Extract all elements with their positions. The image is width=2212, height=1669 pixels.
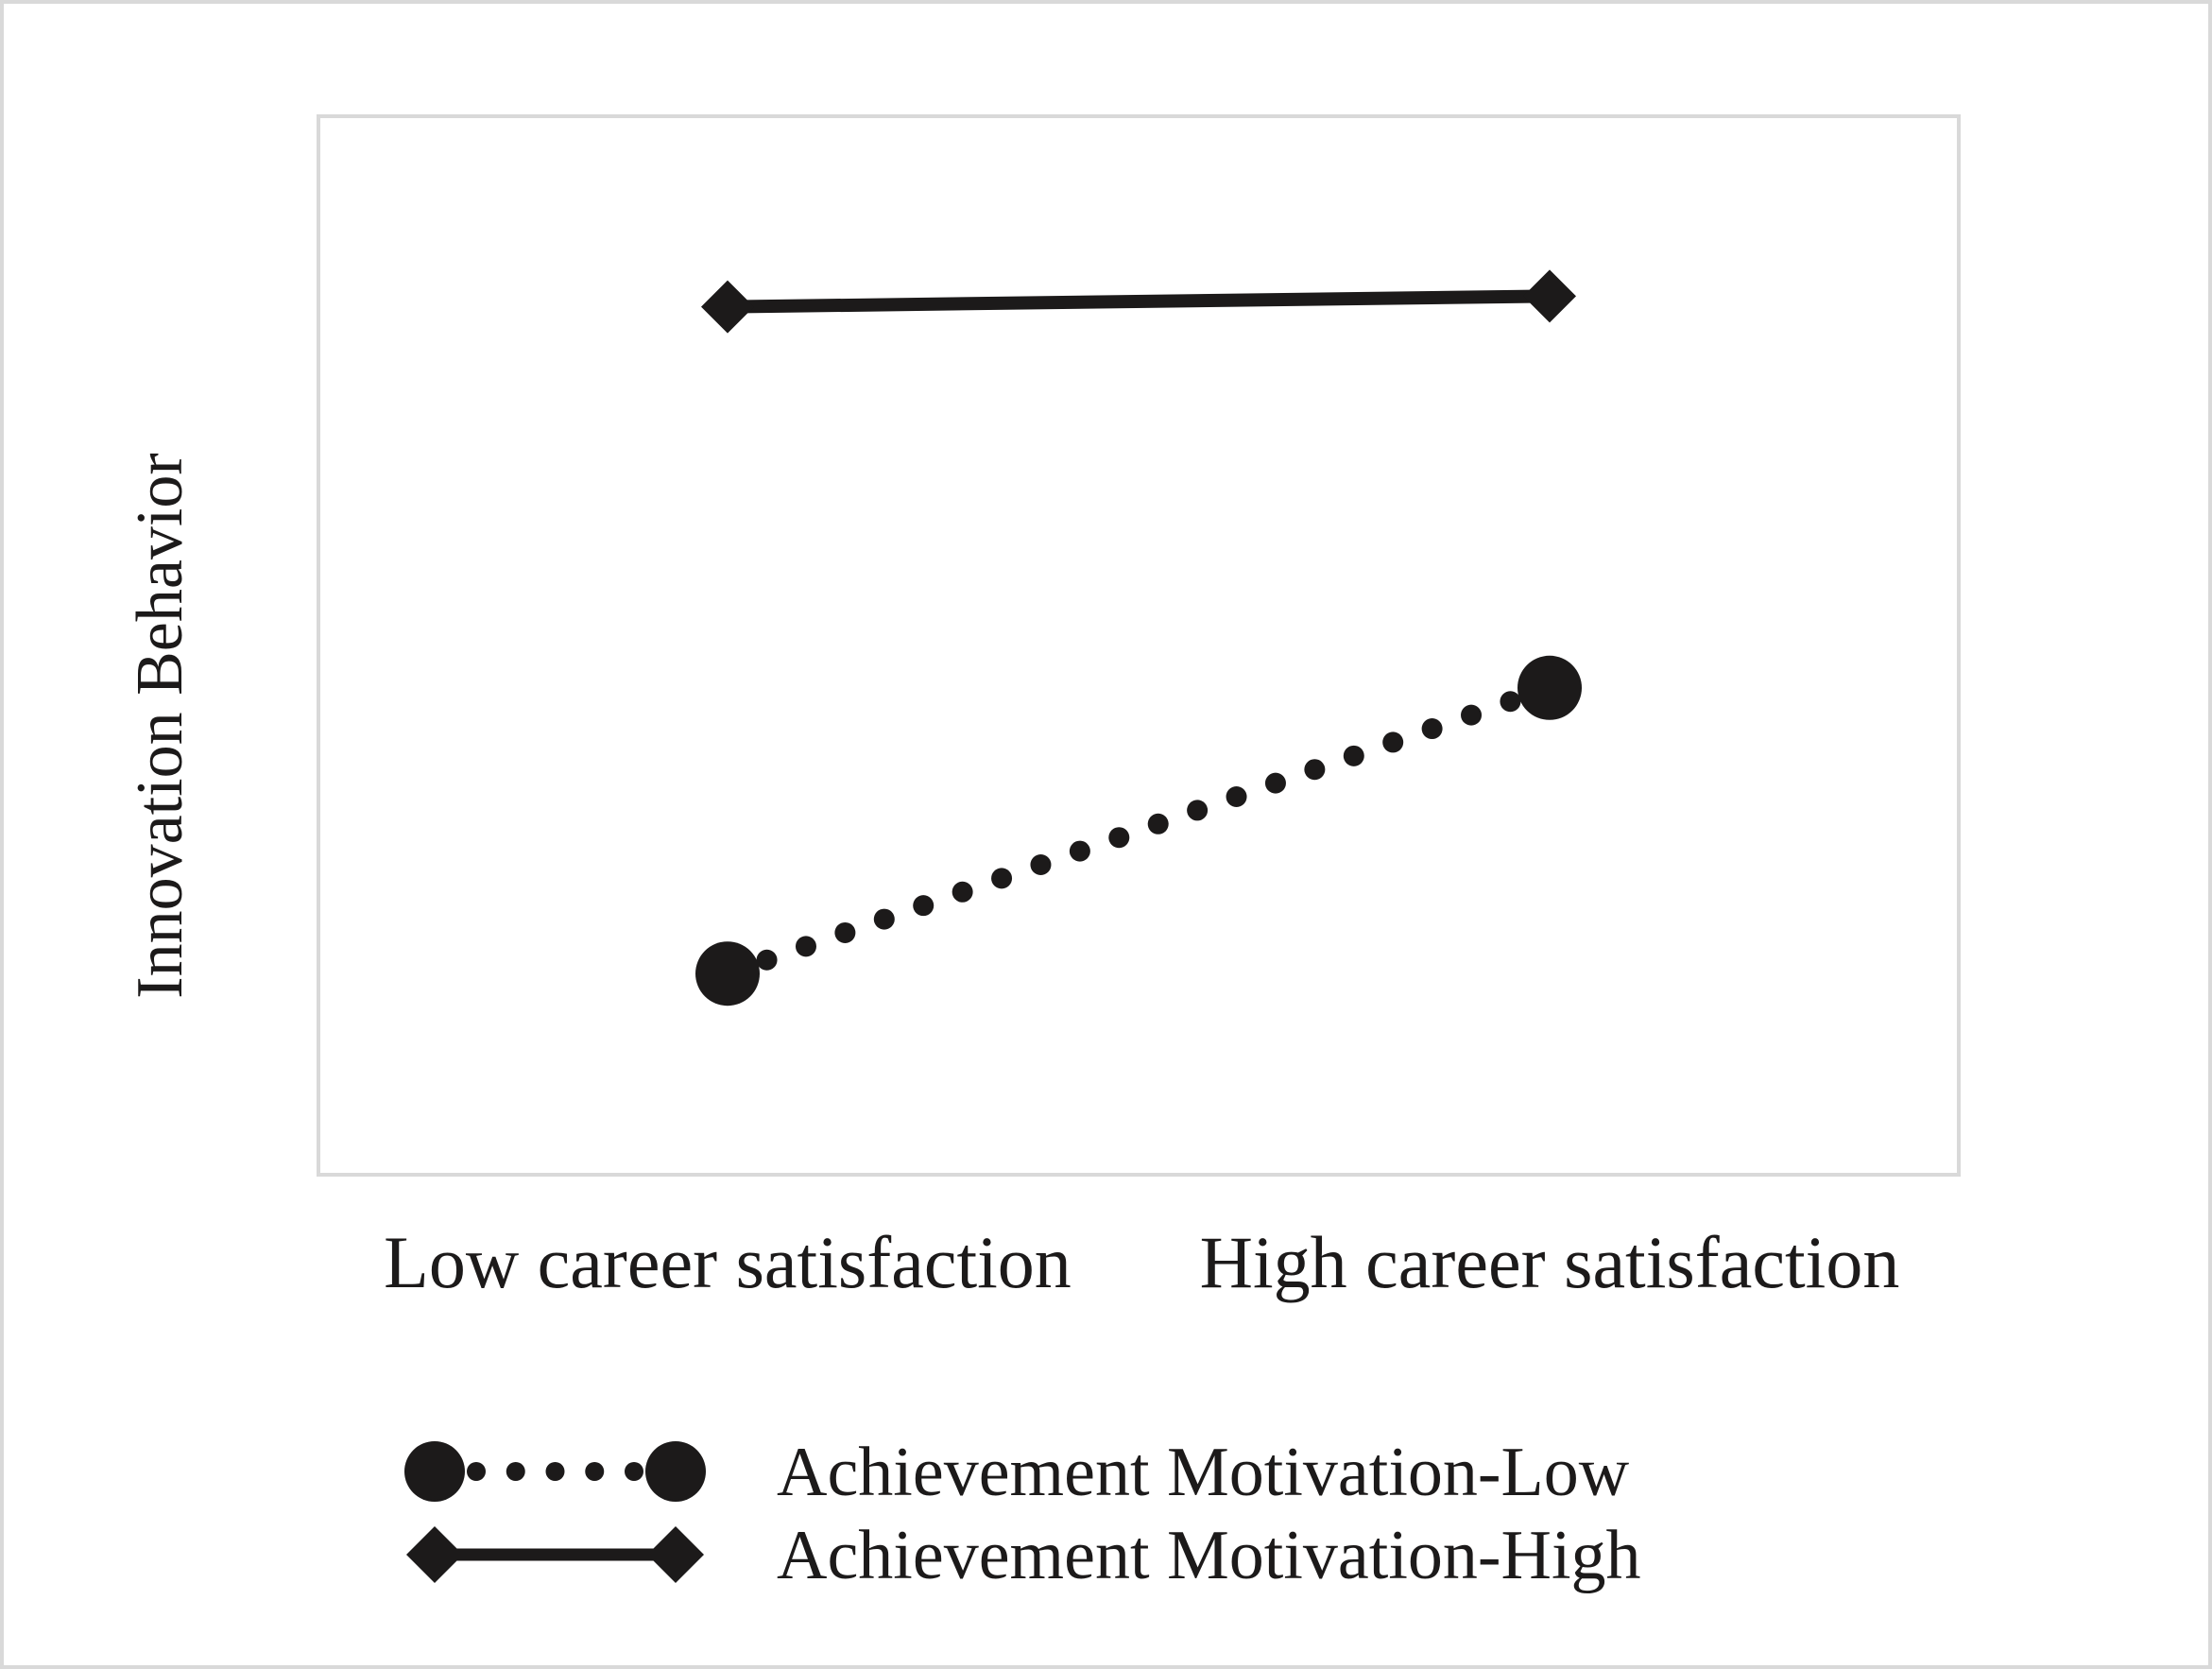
series-line-dot bbox=[1108, 827, 1130, 849]
legend-marker bbox=[645, 1441, 706, 1502]
series-line-dot bbox=[1030, 853, 1052, 875]
series-line-dot bbox=[1461, 704, 1483, 726]
legend-swatch-achievement-high bbox=[406, 1526, 704, 1583]
series-line-dot bbox=[1264, 772, 1286, 794]
legend-marker bbox=[647, 1526, 704, 1583]
series-line-dot bbox=[1226, 786, 1247, 808]
series-achievement-low bbox=[695, 655, 1582, 1007]
y-axis-label: Innovation Behavior bbox=[124, 453, 197, 998]
legend-label-achievement-high: Achievement Motivation-High bbox=[777, 1517, 1641, 1594]
legend-line-dot bbox=[585, 1462, 605, 1481]
series-line-dot bbox=[1187, 800, 1209, 821]
legend: Achievement Motivation-Low Achievement M… bbox=[404, 1434, 1641, 1594]
legend-marker bbox=[406, 1526, 463, 1583]
x-tick-label-high: High career satisfaction bbox=[1200, 1221, 1900, 1303]
series-line-dot bbox=[873, 908, 895, 930]
data-point-marker bbox=[695, 941, 760, 1007]
legend-swatch-achievement-low bbox=[404, 1441, 706, 1502]
series-line bbox=[727, 289, 1551, 314]
series-line-dot bbox=[1304, 759, 1326, 781]
series-line-dot bbox=[991, 868, 1013, 889]
series-line-dot bbox=[834, 921, 856, 943]
series-line-dot bbox=[1421, 718, 1443, 740]
data-point-marker bbox=[1518, 655, 1582, 720]
series-line-dot bbox=[1147, 813, 1169, 834]
series-line-dot bbox=[1382, 731, 1404, 753]
series-line-dot bbox=[952, 881, 973, 903]
series-achievement-high bbox=[701, 269, 1576, 334]
legend-line-dot bbox=[545, 1462, 565, 1481]
series-line-dot bbox=[756, 949, 778, 971]
legend-marker bbox=[404, 1441, 465, 1502]
legend-line-dot bbox=[506, 1462, 525, 1481]
legend-line-dot bbox=[467, 1462, 486, 1481]
series-line-dot bbox=[913, 895, 935, 917]
series-line-dot bbox=[1069, 840, 1090, 862]
data-point-marker bbox=[701, 280, 754, 334]
series-line-dot bbox=[795, 936, 816, 957]
series-layer bbox=[695, 269, 1582, 1007]
x-tick-label-low: Low career satisfaction bbox=[384, 1221, 1072, 1303]
data-point-marker bbox=[1523, 269, 1576, 323]
plot-area bbox=[317, 114, 1961, 1177]
series-line-dot bbox=[1500, 691, 1521, 713]
legend-line-dot bbox=[625, 1462, 643, 1481]
series-line-dot bbox=[1343, 745, 1364, 766]
legend-label-achievement-low: Achievement Motivation-Low bbox=[777, 1434, 1630, 1511]
